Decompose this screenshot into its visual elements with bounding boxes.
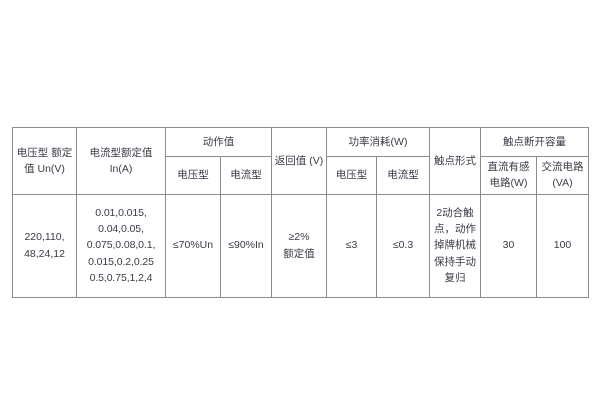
cell-contact-form: 2动合触 点，动作 掉牌机械 保持手动 复归 [429, 193, 481, 298]
table-row: 220,110, 48,24,12 0.01,0.015, 0.04,0.05,… [12, 193, 589, 298]
cell-power-voltage-type: ≤3 [326, 193, 377, 298]
table-body: 220,110, 48,24,12 0.01,0.015, 0.04,0.05,… [12, 193, 589, 298]
header-action-voltage-type: 电压型 [165, 156, 221, 195]
cell-ac-circuit: 100 [536, 193, 589, 298]
cell-voltage-rated: 220,110, 48,24,12 [12, 193, 77, 298]
table-header: 电压型 额定值 Un(V) 电流型额定值 In(A) 动作值 返回值 (V) 功… [12, 127, 589, 195]
header-row-top: 电压型 额定值 Un(V) 电流型额定值 In(A) 动作值 返回值 (V) 功… [12, 127, 589, 195]
header-action-value: 动作值 [165, 127, 272, 157]
cell-dc-inductive-circuit: 30 [480, 193, 537, 298]
cell-current-rated: 0.01,0.015, 0.04,0.05, 0.075,0.08,0.1, 0… [76, 193, 166, 298]
spec-table-container: 电压型 额定值 Un(V) 电流型额定值 In(A) 动作值 返回值 (V) 功… [12, 127, 589, 298]
header-return-value: 返回值 (V) [271, 127, 327, 195]
header-power-voltage-type: 电压型 [326, 156, 377, 195]
header-voltage-rated: 电压型 额定值 Un(V) [12, 127, 77, 195]
header-contact-breaking-capacity: 触点断开容量 [480, 127, 589, 157]
header-ac-circuit: 交流电路 (VA) [536, 156, 589, 195]
header-power-consumption: 功率消耗(W) [326, 127, 430, 157]
header-power-current-type: 电流型 [376, 156, 430, 195]
header-action-current-type: 电流型 [220, 156, 272, 195]
header-row-sub: 电压型 电流型 电压型 电流型 直流有感 电路(W) 交流电路 (VA) [13, 156, 589, 195]
cell-power-current-type: ≤0.3 [376, 193, 430, 298]
cell-action-current-type: ≤90%In [220, 193, 272, 298]
header-contact-form: 触点形式 [429, 127, 481, 195]
header-dc-inductive-circuit: 直流有感 电路(W) [480, 156, 537, 195]
header-current-rated: 电流型额定值 In(A) [76, 127, 166, 195]
cell-action-voltage-type: ≤70%Un [165, 193, 221, 298]
specification-table: 电压型 额定值 Un(V) 电流型额定值 In(A) 动作值 返回值 (V) 功… [12, 127, 589, 298]
cell-return-value: ≥2% 额定值 [271, 193, 327, 298]
